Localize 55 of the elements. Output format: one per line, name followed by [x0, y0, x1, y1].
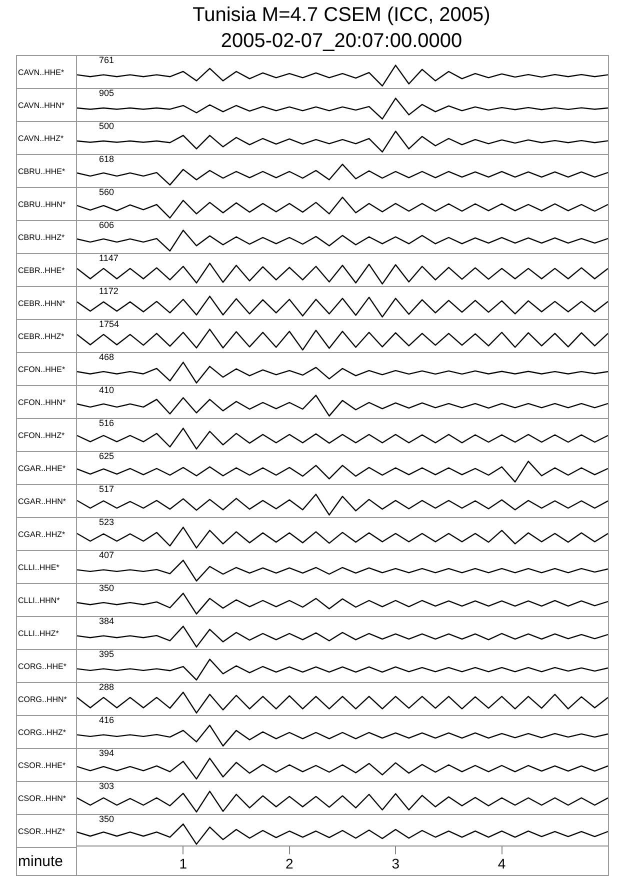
- y-axis-title: CFON..HHN*: [17, 386, 76, 418]
- y-axis-title: CSOR..HHE*: [17, 749, 76, 781]
- y-axis-title: CGAR..HHE*: [17, 452, 76, 484]
- y-axis-title: CAVN..HHN*: [17, 89, 76, 121]
- y-axis-title: CEBR..HHE*: [17, 254, 76, 286]
- y-axis-title: CORG..HHE*: [17, 650, 76, 682]
- x-tick-label: 1: [179, 855, 188, 872]
- y-axis-title: CFON..HHE*: [17, 353, 76, 385]
- text: 761: [99, 54, 114, 65]
- y-axis-title: CBRU..HHZ*: [17, 221, 76, 253]
- text: 1754: [99, 318, 120, 329]
- x-tick-label: 2: [286, 855, 294, 872]
- text: 625: [99, 450, 114, 461]
- text: 410: [99, 384, 114, 395]
- y-axis-title: CLLI..HHN*: [17, 584, 76, 616]
- y-axis-title: CLLI..HHZ*: [17, 617, 76, 649]
- y-axis-title: CBRU..HHN*: [17, 188, 76, 220]
- x-tick-label: 4: [498, 855, 506, 872]
- text: 618: [99, 154, 114, 164]
- text: 395: [99, 648, 114, 659]
- y-axis-title: CAVN..HHZ*: [17, 122, 76, 154]
- y-axis-title: CSOR..HHN*: [17, 782, 76, 814]
- y-axis-title: CEBR..HHZ*: [17, 320, 76, 352]
- y-axis-title: CGAR..HHN*: [17, 485, 76, 517]
- text: 523: [99, 516, 114, 527]
- y-axis-title: CORG..HHN*: [17, 683, 76, 715]
- x-axis-title: minute: [17, 847, 76, 875]
- y-axis-title: CORG..HHZ*: [17, 716, 76, 748]
- text: 468: [99, 352, 114, 362]
- text: 606: [99, 220, 114, 230]
- text: 516: [99, 418, 114, 428]
- y-axis-title: CAVN..HHE*: [17, 56, 76, 88]
- y-axis-title: CFON..HHZ*: [17, 419, 76, 451]
- x-tick-label: 3: [392, 855, 400, 872]
- text: 1147: [99, 252, 118, 263]
- text: 560: [99, 186, 114, 197]
- text: 350: [99, 814, 114, 824]
- y-axis-title: CSOR..HHZ*: [17, 826, 66, 838]
- text: 517: [99, 484, 114, 494]
- text: 288: [99, 682, 114, 692]
- text: 303: [99, 780, 114, 791]
- text: 500: [99, 120, 114, 131]
- text: 384: [99, 616, 114, 626]
- y-axis-title: CBRU..HHE*: [17, 155, 76, 187]
- y-axis-title: CEBR..HHN*: [17, 287, 76, 319]
- text: 350: [99, 582, 114, 593]
- y-axis-title: CGAR..HHZ*: [17, 518, 76, 550]
- text: 905: [99, 88, 114, 98]
- text: 394: [99, 748, 114, 758]
- chart-title: Tunisia M=4.7 CSEM (ICC, 2005): [192, 3, 492, 28]
- y-axis-title: CLLI..HHE*: [17, 551, 76, 583]
- text: 1172: [99, 286, 118, 296]
- chart-subtitle: 2005-02-07_20:07:00.0000: [220, 29, 464, 54]
- text: 416: [99, 714, 114, 725]
- text: 407: [99, 550, 114, 560]
